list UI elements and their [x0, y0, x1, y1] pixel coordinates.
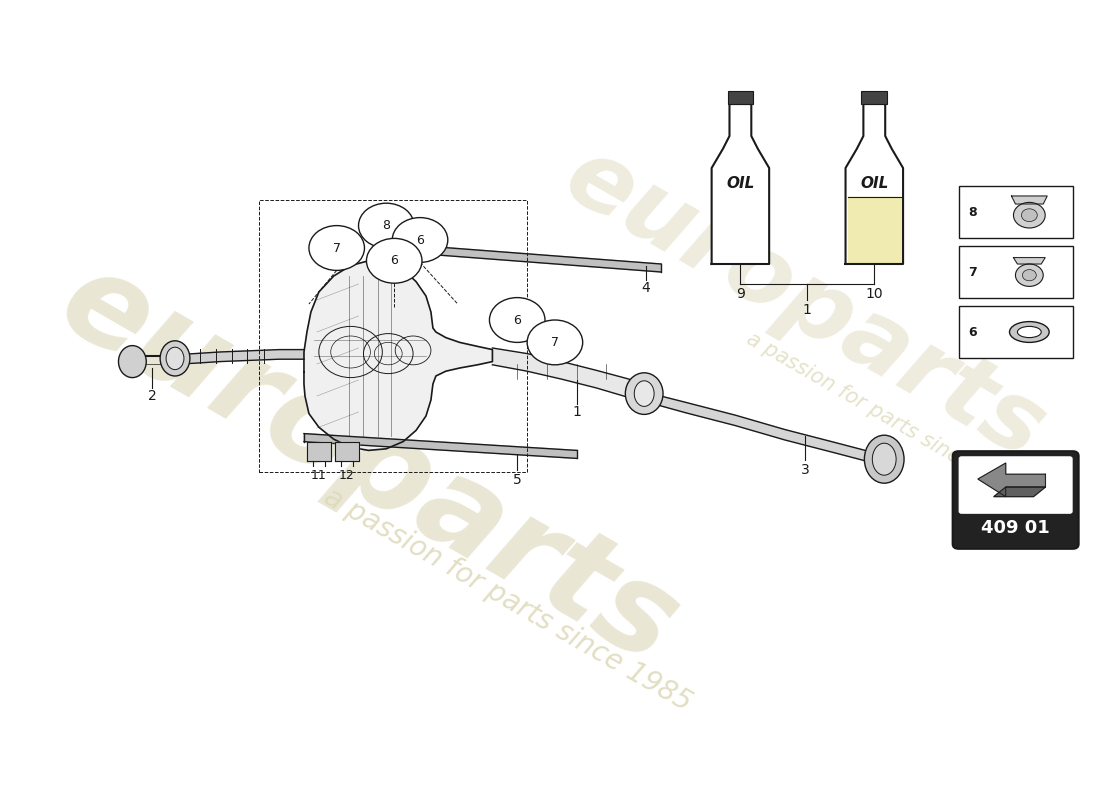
- Text: OIL: OIL: [726, 177, 755, 191]
- Ellipse shape: [625, 373, 663, 414]
- Text: 6: 6: [390, 254, 398, 267]
- Bar: [260, 200, 527, 472]
- Polygon shape: [304, 261, 493, 450]
- Polygon shape: [712, 104, 769, 264]
- Bar: [958, 246, 1072, 298]
- Polygon shape: [846, 104, 903, 264]
- FancyBboxPatch shape: [958, 456, 1072, 514]
- Polygon shape: [1012, 196, 1047, 204]
- Text: a passion for parts since 1985: a passion for parts since 1985: [742, 329, 1025, 503]
- Polygon shape: [334, 442, 359, 461]
- Text: europarts: europarts: [549, 130, 1062, 478]
- Circle shape: [359, 203, 414, 248]
- Text: a passion for parts since 1985: a passion for parts since 1985: [319, 483, 696, 717]
- Ellipse shape: [1010, 322, 1049, 342]
- Ellipse shape: [635, 381, 654, 406]
- Text: 6: 6: [968, 326, 977, 338]
- Text: 4: 4: [641, 281, 650, 295]
- Circle shape: [309, 226, 364, 270]
- Polygon shape: [847, 197, 901, 262]
- Polygon shape: [304, 434, 576, 458]
- Text: 1: 1: [802, 302, 812, 317]
- Text: 8: 8: [968, 206, 977, 218]
- Polygon shape: [978, 463, 1045, 497]
- Polygon shape: [180, 350, 304, 364]
- Circle shape: [1022, 209, 1037, 222]
- Text: 7: 7: [551, 336, 559, 349]
- Text: 9: 9: [736, 287, 745, 302]
- Circle shape: [393, 218, 448, 262]
- Polygon shape: [307, 442, 331, 461]
- Text: 2: 2: [147, 389, 156, 403]
- Ellipse shape: [872, 443, 896, 475]
- Circle shape: [527, 320, 583, 365]
- Bar: [861, 91, 888, 104]
- Text: 7: 7: [968, 266, 977, 278]
- Bar: [958, 306, 1072, 358]
- Text: 6: 6: [514, 314, 521, 326]
- Text: 7: 7: [332, 242, 341, 254]
- Ellipse shape: [1018, 326, 1042, 338]
- Polygon shape: [1013, 258, 1045, 264]
- Text: europarts: europarts: [39, 239, 697, 689]
- Text: 12: 12: [339, 469, 354, 482]
- Text: 8: 8: [383, 219, 390, 232]
- Ellipse shape: [865, 435, 904, 483]
- Polygon shape: [651, 394, 874, 463]
- Text: 5: 5: [513, 473, 521, 487]
- Bar: [727, 91, 754, 104]
- Circle shape: [366, 238, 422, 283]
- Text: 10: 10: [866, 287, 883, 302]
- Polygon shape: [493, 348, 646, 402]
- Text: OIL: OIL: [860, 177, 889, 191]
- Circle shape: [490, 298, 544, 342]
- Circle shape: [1013, 202, 1045, 228]
- FancyBboxPatch shape: [953, 451, 1079, 549]
- Text: 11: 11: [311, 469, 327, 482]
- Text: 6: 6: [416, 234, 424, 246]
- Ellipse shape: [166, 347, 184, 370]
- Ellipse shape: [161, 341, 190, 376]
- Circle shape: [1022, 270, 1036, 281]
- Text: 1: 1: [572, 405, 581, 419]
- Text: 3: 3: [801, 462, 810, 477]
- Text: 409 01: 409 01: [981, 519, 1050, 537]
- Bar: [958, 186, 1072, 238]
- Ellipse shape: [119, 346, 146, 378]
- Circle shape: [1015, 264, 1043, 286]
- Polygon shape: [993, 487, 1045, 497]
- Polygon shape: [398, 244, 661, 272]
